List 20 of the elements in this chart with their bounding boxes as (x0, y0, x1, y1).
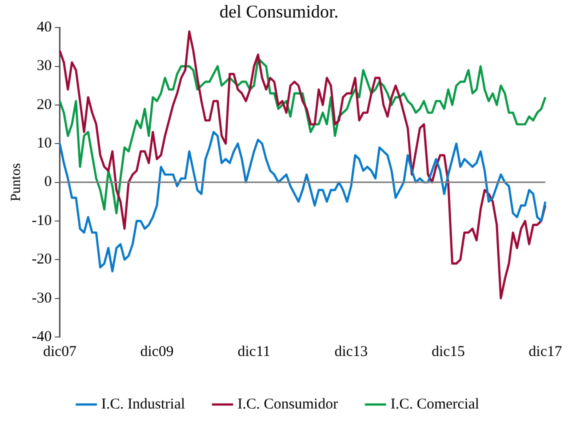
y-tick-label: -40 (32, 328, 52, 345)
x-tick-label: dic09 (140, 344, 174, 360)
x-tick-label: dic17 (528, 344, 562, 360)
y-tick-label: 30 (36, 58, 52, 74)
y-tick-label: 40 (36, 20, 52, 36)
legend-label: I.C. Comercial (390, 396, 480, 412)
legend-label: I.C. Consumidor (238, 396, 338, 412)
y-tick-label: 20 (36, 96, 52, 113)
x-tick-label: dic11 (238, 344, 270, 360)
y-tick-label: 0 (44, 174, 52, 190)
y-tick-label: -20 (32, 252, 52, 268)
y-tick-label: -10 (32, 212, 52, 229)
y-tick-label: -30 (32, 290, 52, 306)
chart-title: del Consumidor. (219, 2, 339, 22)
x-tick-label: dic15 (432, 344, 465, 360)
y-tick-label: 10 (36, 136, 52, 152)
x-tick-label: dic13 (334, 344, 368, 360)
legend-label: I.C. Industrial (101, 396, 186, 412)
x-tick-label: dic07 (43, 344, 77, 360)
y-axis-title: Puntos (9, 163, 24, 202)
